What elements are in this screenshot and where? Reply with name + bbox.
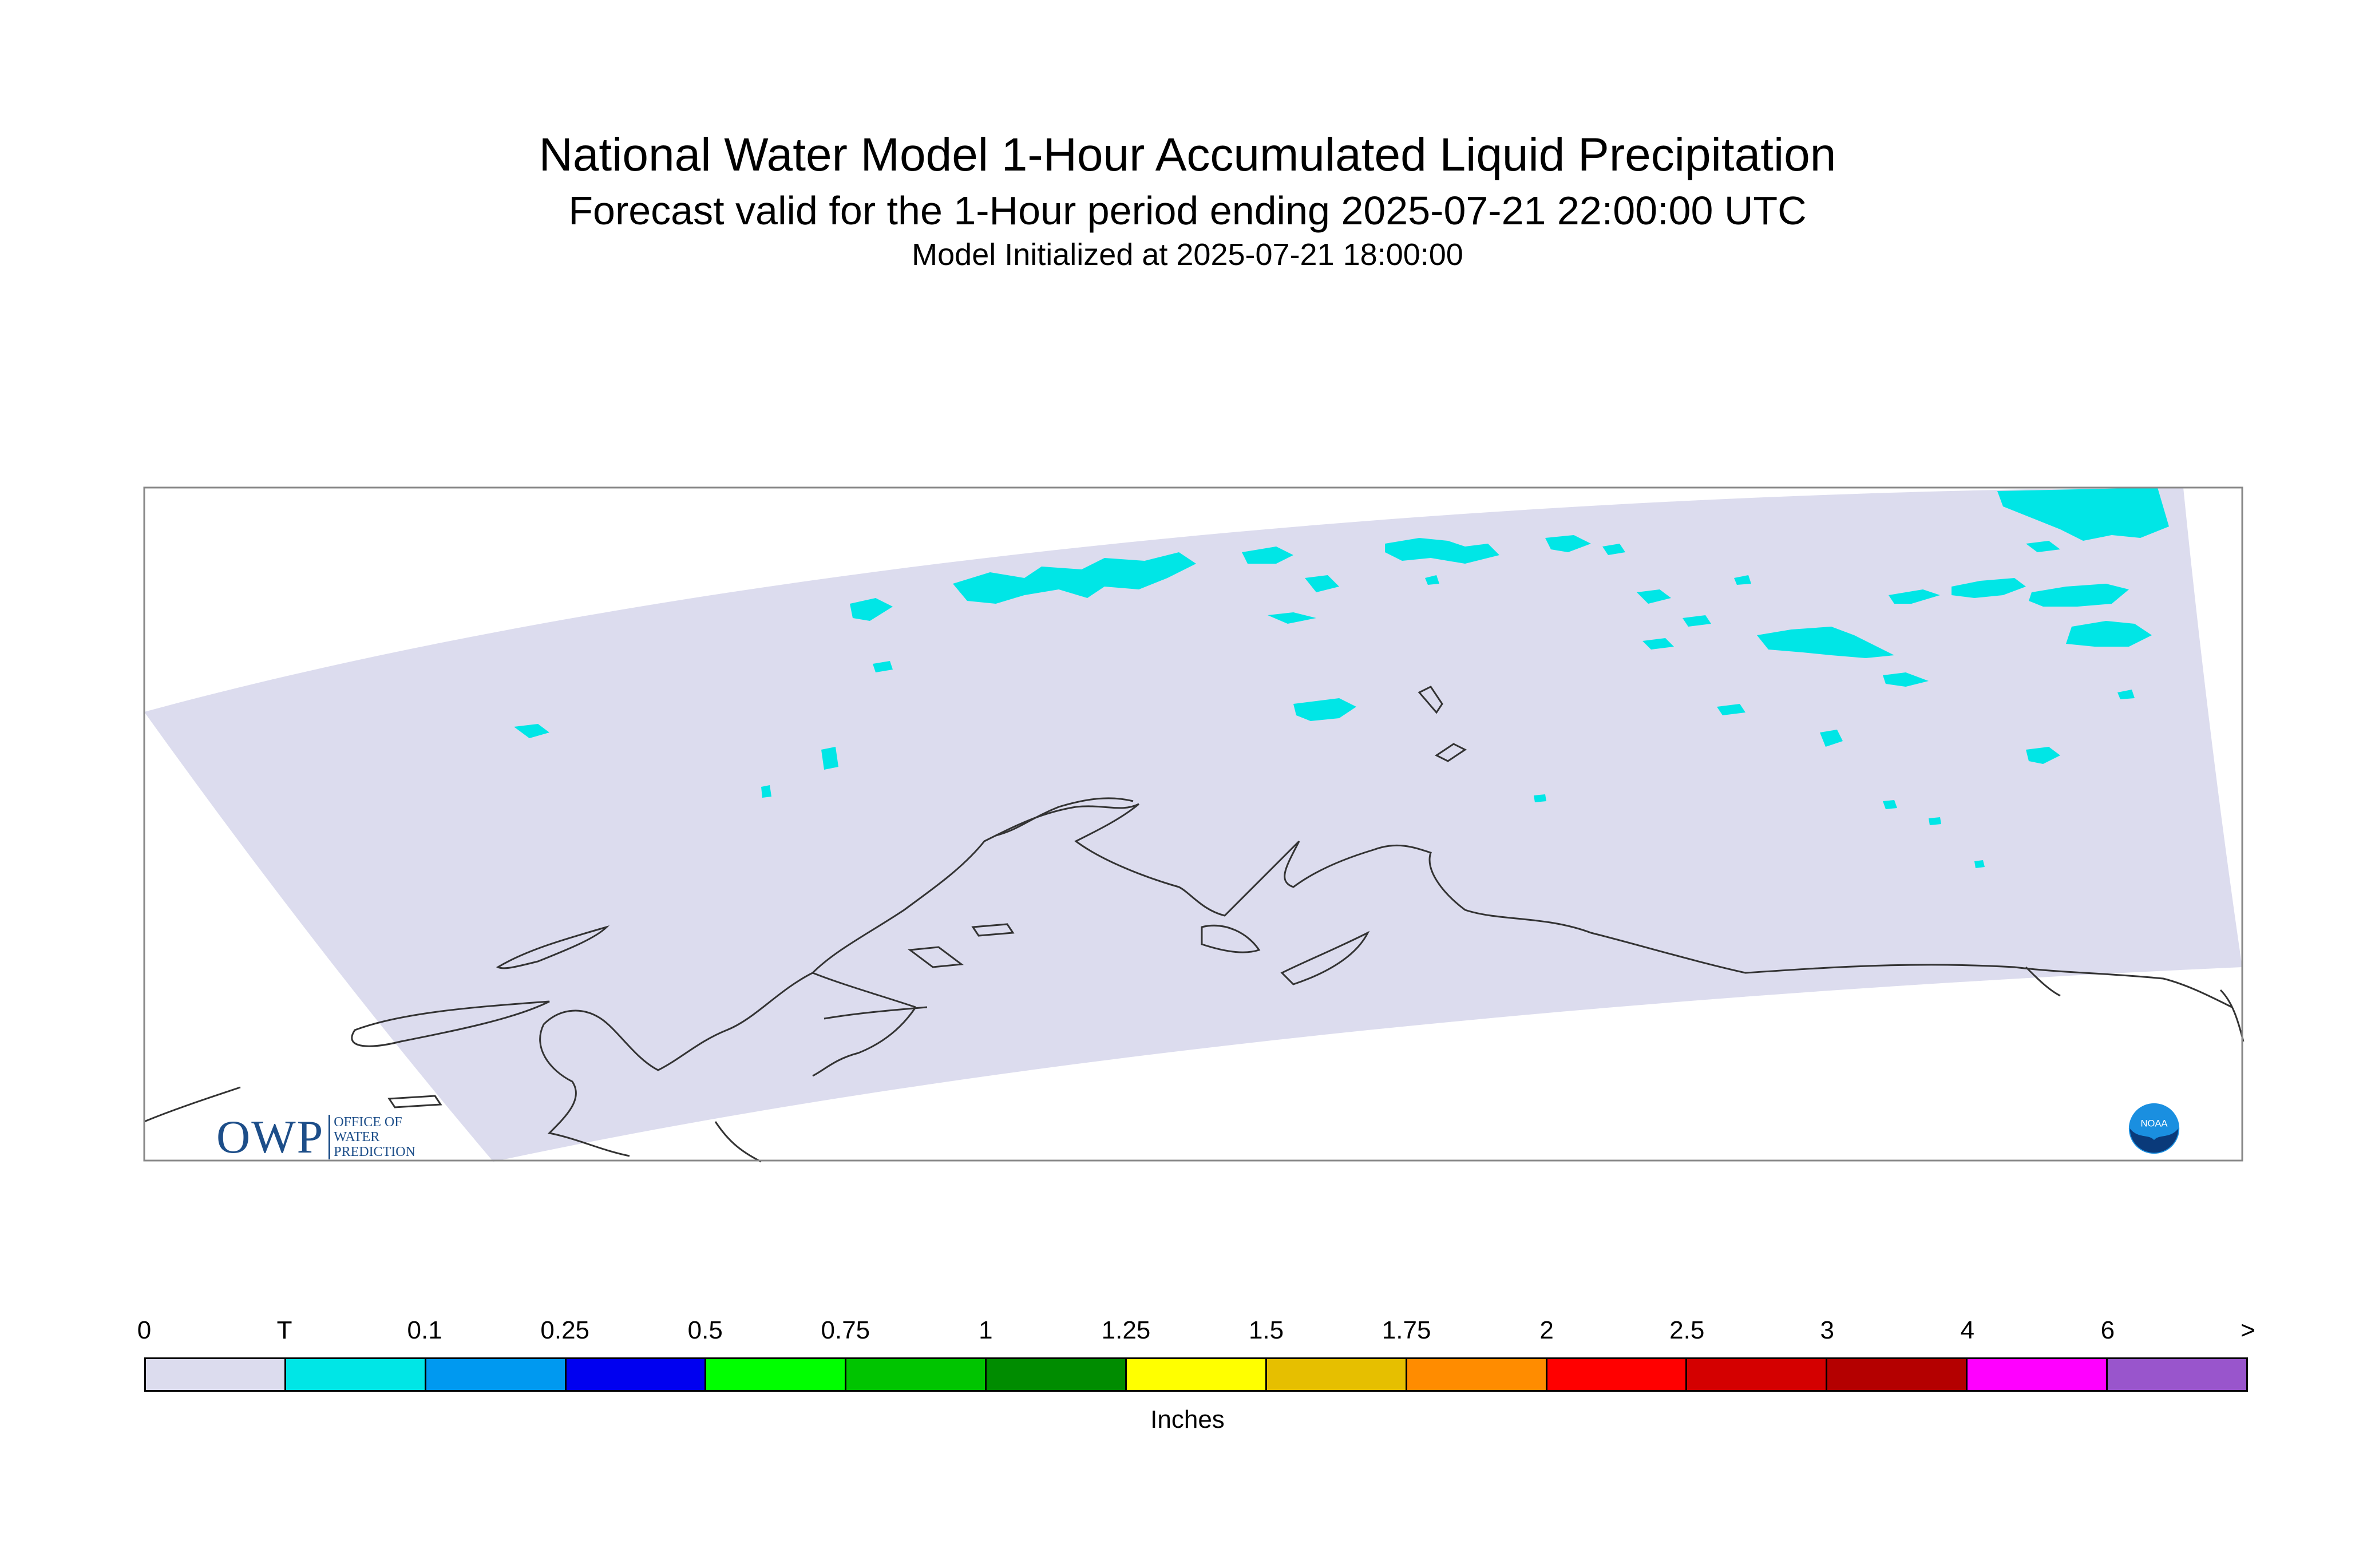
legend-swatch [706,1359,847,1390]
map-subtitle: Forecast valid for the 1-Hour period end… [568,188,1807,233]
legend-tick-label: 2.5 [1669,1316,1705,1344]
legend-tick-label: 6 [2100,1316,2115,1344]
color-legend [144,1357,2248,1392]
legend-tick-label: 0.75 [821,1316,870,1344]
legend-swatch [2108,1359,2246,1390]
legend-swatch [566,1359,707,1390]
legend-tick-label: 0.1 [407,1316,442,1344]
map-frame [143,486,2243,1162]
legend-tick-label: 3 [1820,1316,1835,1344]
legend-swatch [987,1359,1127,1390]
legend-swatch [1266,1359,1407,1390]
legend-tick-label: 0.25 [540,1316,590,1344]
model-domain [144,488,2242,1162]
legend-tick-label: 2 [1539,1316,1554,1344]
legend-units-label: Inches [1150,1405,1225,1434]
noaa-logo: NOAA [2128,1103,2180,1154]
owp-logo: OWP OFFICE OF WATER PREDICTION [216,1110,415,1164]
legend-swatch [846,1359,987,1390]
legend-tick-label: 1.5 [1248,1316,1284,1344]
legend-swatch [1687,1359,1828,1390]
legend-swatch [1968,1359,2108,1390]
legend-swatch [286,1359,426,1390]
precip-patches [514,488,2169,868]
legend-tick-label: 1.75 [1382,1316,1431,1344]
legend-tick-label: 1.25 [1101,1316,1151,1344]
legend-swatch [1827,1359,1968,1390]
owp-logo-subtext: OFFICE OF WATER PREDICTION [328,1115,415,1159]
owp-logo-text: OWP [216,1111,324,1163]
legend-tick-label: 0.5 [687,1316,723,1344]
legend-swatch [1547,1359,1688,1390]
legend-tick-label: 4 [1960,1316,1975,1344]
legend-tick-label: 0 [137,1316,152,1344]
svg-text:NOAA: NOAA [2141,1118,2168,1129]
map-title: National Water Model 1-Hour Accumulated … [539,129,1836,181]
owp-line-3: PREDICTION [334,1145,415,1159]
legend-tick-label: 1 [979,1316,993,1344]
owp-line-1: OFFICE OF [334,1115,402,1130]
legend-swatch [146,1359,286,1390]
owp-line-2: WATER [334,1130,380,1145]
legend-swatch [1127,1359,1267,1390]
legend-swatch [1407,1359,1547,1390]
legend-tick-label: T [276,1316,292,1344]
legend-swatch [426,1359,567,1390]
legend-tick-label: > [2241,1316,2255,1344]
model-init-line: Model Initialized at 2025-07-21 18:00:00 [912,237,1463,272]
